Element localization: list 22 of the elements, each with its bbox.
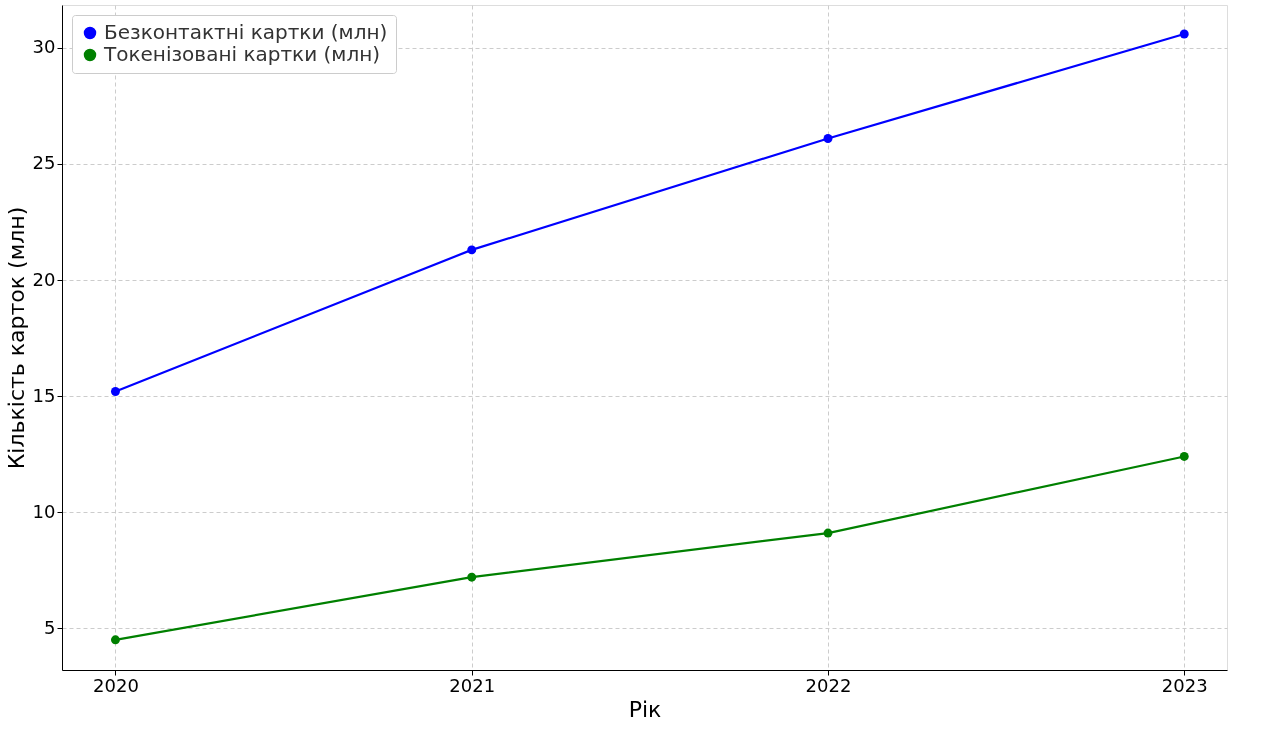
y-tick-label: 25 — [32, 152, 56, 174]
x-tick-label: 2023 — [1161, 674, 1208, 696]
point — [467, 245, 477, 255]
legend-label: Безконтактні картки (млн) — [104, 20, 388, 44]
x-tick-label: 2021 — [449, 674, 496, 696]
y-tick-label: 15 — [32, 384, 56, 406]
point — [1179, 451, 1189, 461]
y-axis-title: Кількість карток (млн) — [3, 206, 29, 470]
y-tick-label: 10 — [32, 500, 56, 522]
x-tick-label: 2022 — [805, 674, 852, 696]
point — [1179, 29, 1189, 39]
point — [110, 635, 120, 645]
point — [823, 528, 833, 538]
point — [467, 572, 477, 582]
y-tick-label: 5 — [44, 616, 56, 638]
legend-label: Токенізовані картки (млн) — [103, 42, 381, 66]
x-tick-label: 2020 — [93, 674, 139, 696]
y-tick-label: 30 — [32, 36, 56, 58]
point — [823, 134, 833, 143]
x-axis-title: Рік — [628, 696, 662, 722]
y-tick-label: 20 — [32, 268, 56, 290]
point — [110, 387, 120, 396]
